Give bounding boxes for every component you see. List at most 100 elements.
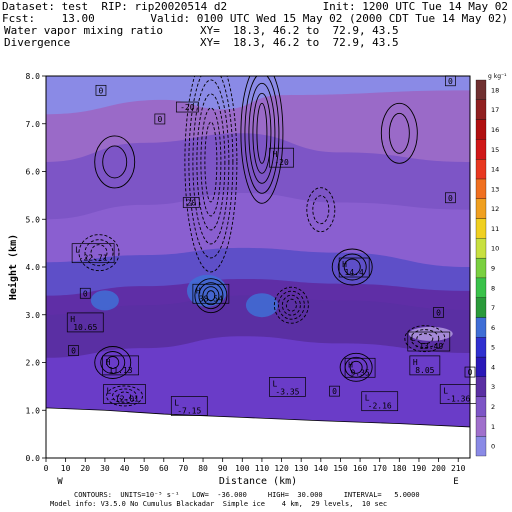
svg-text:0: 0 bbox=[436, 308, 441, 317]
x-tick-label: 0 bbox=[44, 464, 49, 473]
x-tick-label: 110 bbox=[255, 464, 270, 473]
extremum-type: H bbox=[413, 358, 418, 367]
divergence-contour bbox=[192, 79, 230, 245]
extremum-value: -7.15 bbox=[177, 406, 201, 415]
extremum-value: 14.4 bbox=[345, 268, 364, 277]
contour-value-label: 0 bbox=[445, 75, 456, 87]
high-center-label: H9.35 bbox=[344, 357, 376, 378]
colorbar-swatch bbox=[475, 79, 487, 100]
divergence-contour bbox=[240, 76, 284, 204]
colorbar-swatch bbox=[475, 257, 487, 279]
extremum-value: 10.65 bbox=[73, 323, 97, 332]
colorbar-level-label: 3 bbox=[491, 383, 495, 391]
contour-value-label: 0 bbox=[95, 84, 107, 96]
colorbar-unit-label: g kg⁻¹ bbox=[488, 73, 507, 80]
divergence-contour bbox=[184, 76, 238, 273]
y-tick-label: 7.0 bbox=[26, 120, 41, 129]
colorbar-swatch bbox=[475, 396, 487, 417]
y-tick-label: 4.0 bbox=[26, 263, 41, 272]
svg-text:0: 0 bbox=[448, 194, 453, 203]
extremum-type: H bbox=[196, 286, 201, 295]
forecast-hour: Fcst: 13.00 bbox=[2, 12, 95, 25]
colorbar-level-label: 7 bbox=[491, 304, 495, 312]
colorbar-level-label: 11 bbox=[491, 225, 499, 233]
colorbar-swatch bbox=[475, 376, 487, 397]
colorbar-swatch bbox=[475, 317, 487, 338]
colorbar-swatch bbox=[475, 436, 487, 457]
divergence-contour bbox=[285, 298, 297, 312]
extremum-value: 38.54 bbox=[199, 294, 223, 303]
high-center-label: H8.05 bbox=[409, 355, 441, 376]
divergence-contour bbox=[337, 253, 367, 281]
colorbar-level-label: 10 bbox=[491, 245, 499, 253]
dry-patch bbox=[408, 326, 453, 341]
x-tick-label: 50 bbox=[139, 464, 149, 473]
colorbar-level-label: 16 bbox=[491, 126, 499, 134]
x-tick-label: 120 bbox=[274, 464, 289, 473]
divergence-contour bbox=[248, 82, 276, 184]
x-tick-label: 100 bbox=[235, 464, 250, 473]
extremum-type: H bbox=[342, 260, 347, 269]
svg-text:0: 0 bbox=[99, 86, 104, 95]
low-center-label: L-2.16 bbox=[361, 391, 399, 412]
colorbar-level-label: 2 bbox=[491, 403, 495, 411]
extremum-value: -13.49 bbox=[414, 342, 443, 351]
divergence-contour bbox=[102, 145, 128, 179]
divergence-contour bbox=[100, 351, 126, 374]
divergence-contour bbox=[331, 248, 373, 286]
colorbar-swatch bbox=[475, 238, 487, 259]
colorbar-level-label: 18 bbox=[491, 86, 499, 94]
extremum-type: L bbox=[411, 334, 416, 343]
colorbar-swatch bbox=[475, 99, 487, 120]
y-tick-label: 8.0 bbox=[26, 72, 41, 81]
y-tick-label: 5.0 bbox=[26, 215, 41, 224]
x-axis-east-label: E bbox=[453, 477, 458, 487]
divergence-contour bbox=[200, 107, 222, 217]
y-tick-label: 6.0 bbox=[26, 168, 41, 177]
divergence-contour bbox=[112, 388, 137, 404]
divergence-contour bbox=[196, 93, 226, 231]
low-center-label: L-22.71 bbox=[71, 243, 115, 264]
x-tick-label: 60 bbox=[159, 464, 169, 473]
low-center-label: L-13.49 bbox=[407, 331, 451, 352]
divergence-contour bbox=[194, 278, 228, 314]
extremum-value: 8.05 bbox=[415, 366, 434, 375]
contour-value-label: 0 bbox=[68, 345, 79, 356]
divergence-contour bbox=[349, 360, 363, 374]
contour-value-label: -20 bbox=[175, 101, 199, 113]
colorbar-level-label: 9 bbox=[491, 265, 495, 273]
extremum-type: H bbox=[70, 315, 75, 324]
divergence-contour bbox=[410, 329, 440, 349]
extremum-value: -20 bbox=[274, 158, 289, 167]
divergence-contour bbox=[388, 112, 410, 154]
extremum-type: H bbox=[273, 150, 278, 159]
x-axis-west-label: W bbox=[57, 477, 63, 487]
y-axis-title: Height (km) bbox=[7, 234, 19, 300]
colorbar-swatch bbox=[475, 277, 487, 298]
colorbar-swatch bbox=[475, 337, 487, 358]
extremum-value: -12.01 bbox=[110, 395, 139, 404]
colorbar-swatch bbox=[475, 139, 487, 160]
extremum-type: L bbox=[75, 246, 80, 255]
extremum-value: -22.71 bbox=[79, 254, 108, 263]
x-tick-label: 20 bbox=[80, 464, 90, 473]
y-tick-label: 3.0 bbox=[26, 311, 41, 320]
divergence-contour bbox=[206, 290, 216, 302]
contour-value-label: 0 bbox=[445, 192, 456, 204]
moist-patch bbox=[245, 293, 278, 318]
divergence-contour bbox=[312, 195, 330, 225]
colorbar-level-label: 6 bbox=[491, 324, 495, 332]
divergence-contour bbox=[416, 333, 434, 345]
divergence-contour bbox=[343, 258, 361, 276]
high-center-label: H10.65 bbox=[66, 312, 104, 333]
contour-value-label: 0 bbox=[154, 113, 166, 125]
contour-value-label: 0 bbox=[464, 366, 476, 378]
extremum-type: L bbox=[107, 387, 112, 396]
y-tick-label: 0.0 bbox=[26, 454, 41, 463]
extremum-type: L bbox=[174, 398, 179, 407]
moist-patch bbox=[186, 274, 227, 307]
extremum-type: H bbox=[348, 360, 353, 369]
divergence-contour bbox=[78, 234, 120, 272]
x-tick-label: 10 bbox=[61, 464, 71, 473]
